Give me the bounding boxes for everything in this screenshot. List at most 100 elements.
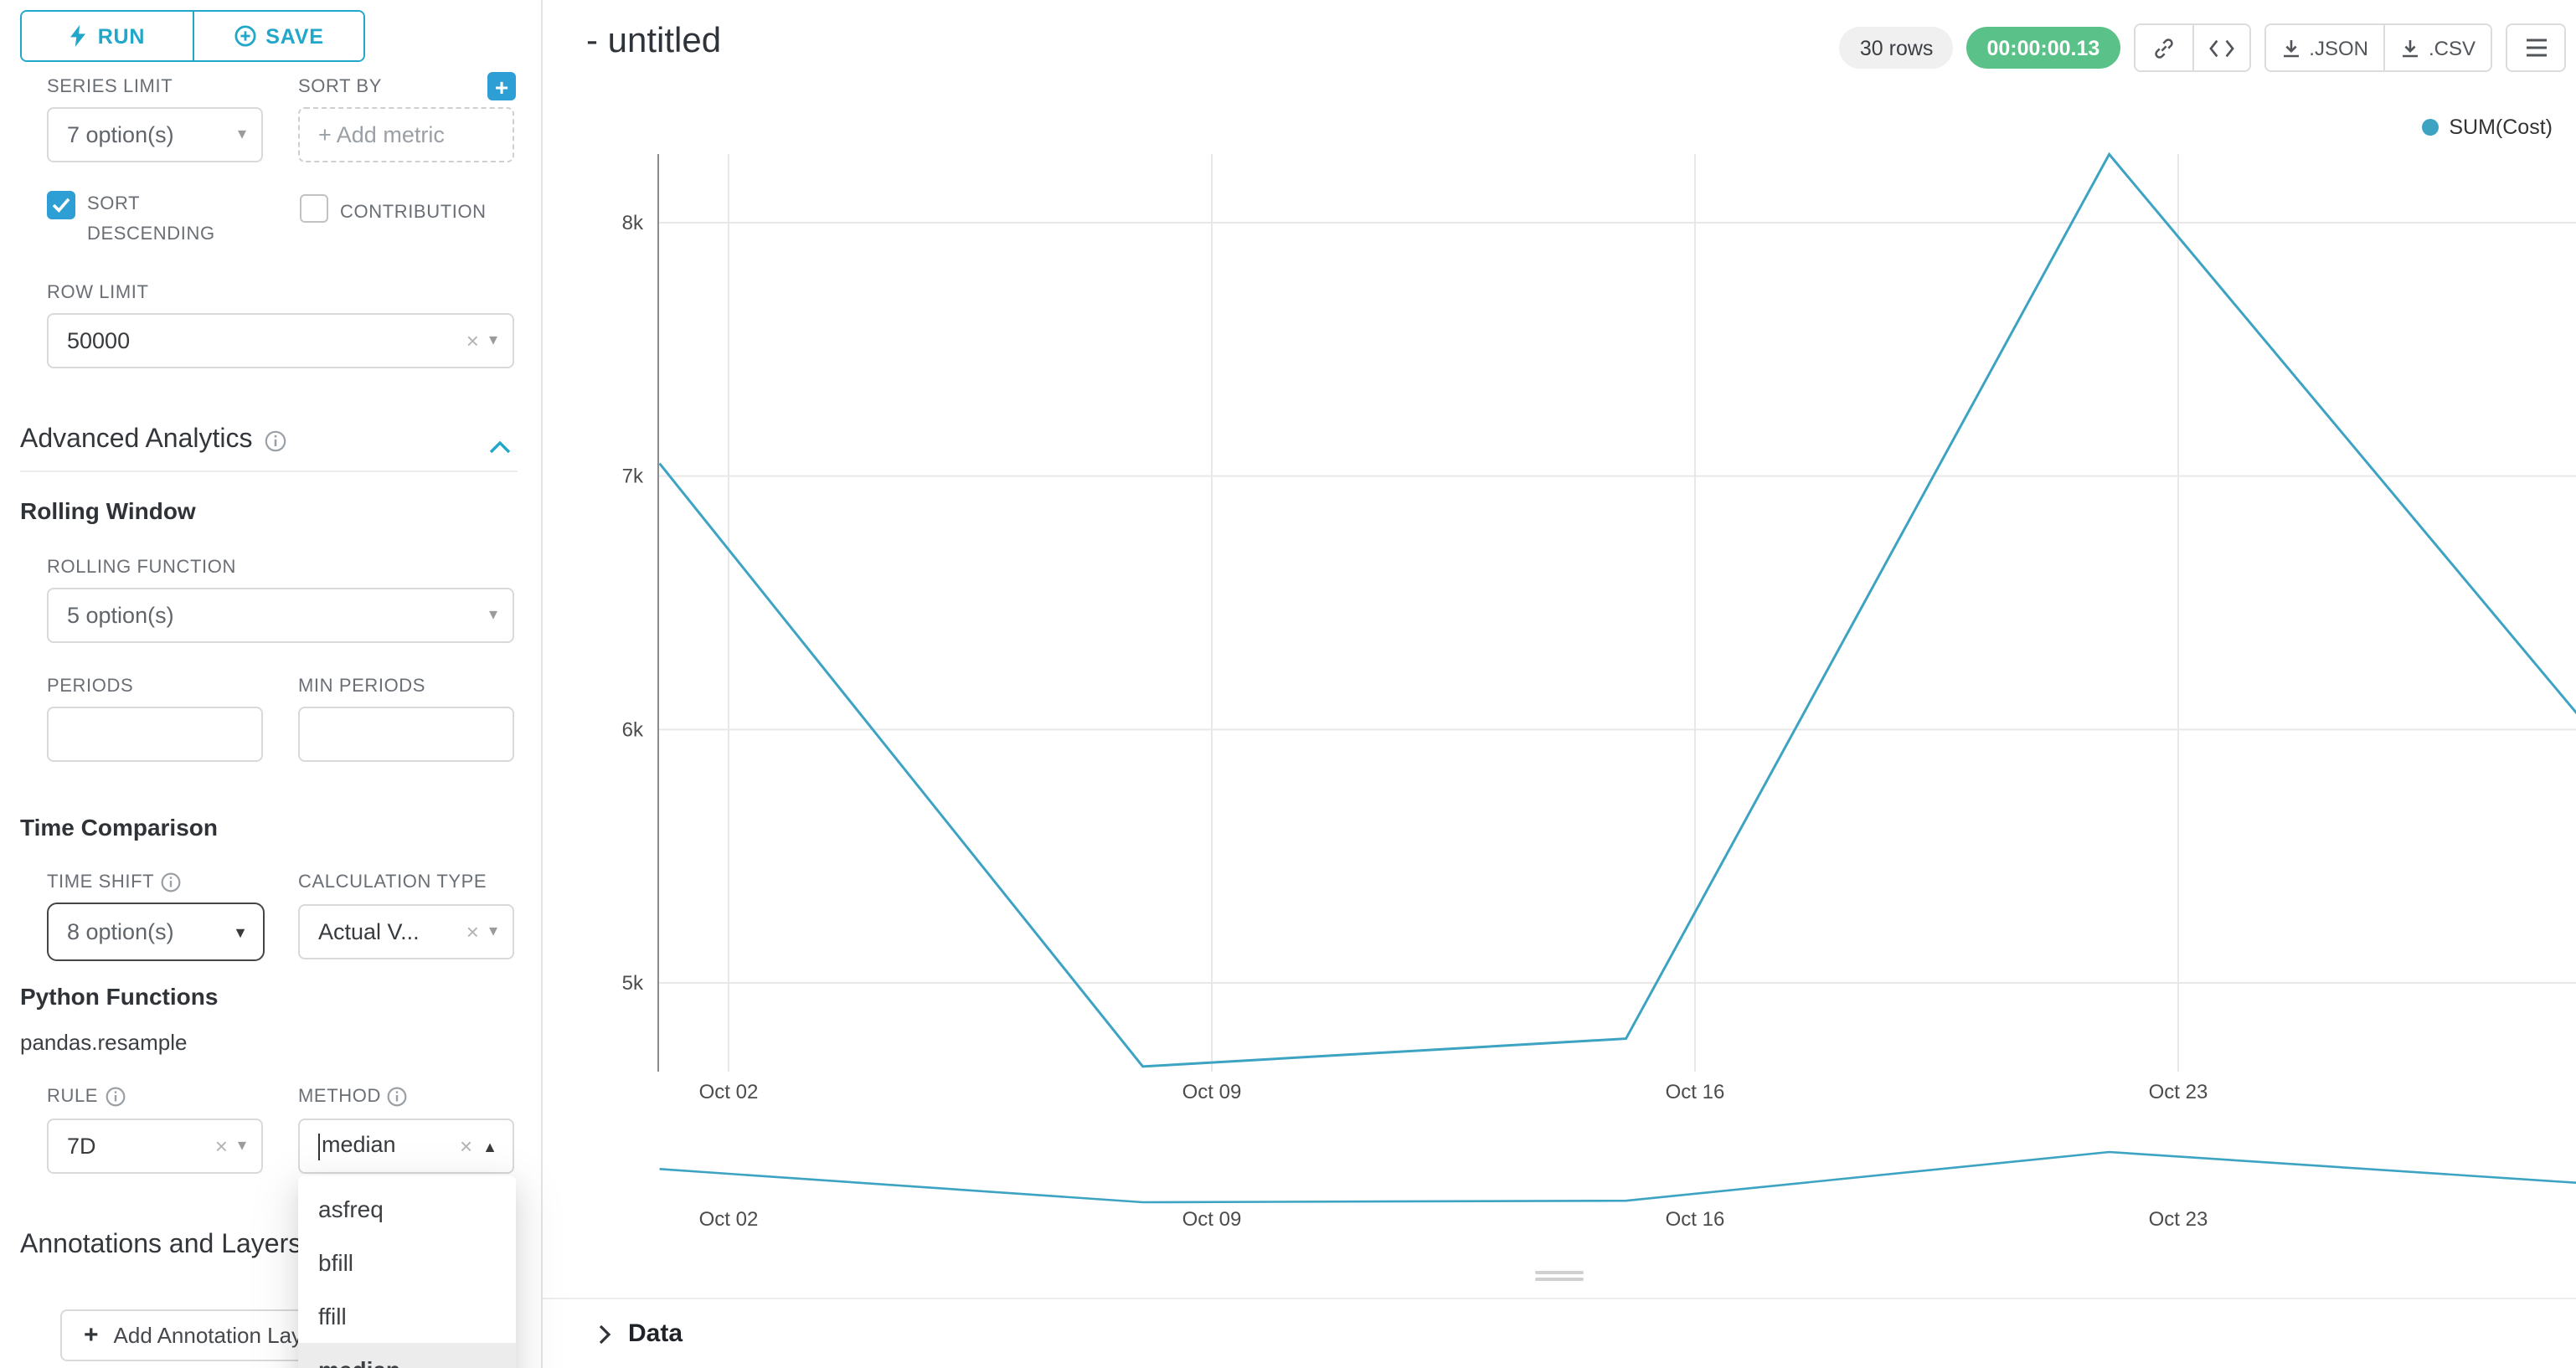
svg-text:Oct 09: Oct 09 (1182, 1208, 1242, 1231)
export-json-button[interactable]: .JSON (2265, 25, 2383, 70)
run-button-label: RUN (97, 24, 146, 48)
export-csv-button[interactable]: .CSV (2383, 25, 2491, 70)
panel-resize-handle[interactable] (1528, 1268, 1590, 1284)
chevron-down-icon: ▾ (488, 923, 497, 941)
rolling-function-label: ROLLING FUNCTION (47, 558, 236, 578)
text-cursor (318, 1133, 320, 1160)
calculation-type-label: CALCULATION TYPE (298, 872, 487, 892)
contribution-label: CONTRIBUTION (340, 203, 487, 223)
menu-item-ffill[interactable]: ffill (318, 1303, 347, 1329)
svg-text:Oct 16: Oct 16 (1666, 1081, 1725, 1103)
svg-text:Oct 23: Oct 23 (2149, 1081, 2208, 1103)
save-button[interactable]: SAVE (193, 12, 363, 60)
chevron-down-icon: ▼ (233, 923, 248, 940)
check-icon (52, 198, 70, 213)
export-json-label: .JSON (2309, 36, 2368, 59)
method-label: METHOD (298, 1087, 408, 1107)
rule-select[interactable]: 7D × ▾ (47, 1119, 263, 1174)
data-panel-title: Data (628, 1319, 683, 1348)
rolling-function-select[interactable]: 5 option(s) ▾ (47, 588, 514, 643)
svg-text:Oct 09: Oct 09 (1182, 1081, 1242, 1103)
section-divider (20, 471, 518, 472)
calculation-type-select[interactable]: Actual V... × ▾ (298, 904, 514, 959)
menu-button-group (2506, 23, 2566, 72)
svg-text:8k: 8k (622, 212, 644, 234)
svg-text:6k: 6k (622, 718, 644, 741)
series-limit-label: SERIES LIMIT (47, 77, 173, 97)
query-timer-badge: 00:00:00.13 (1966, 27, 2120, 69)
chevron-down-icon: ▾ (488, 332, 497, 350)
menu-item-asfreq[interactable]: asfreq (318, 1196, 384, 1222)
run-button[interactable]: RUN (22, 12, 193, 60)
chart-panel: - untitled 30 rows 00:00:00.13 .JSON (543, 0, 2576, 1368)
info-icon (161, 872, 181, 892)
embed-code-button[interactable] (2192, 25, 2249, 70)
chart-header-actions: 30 rows 00:00:00.13 .JSON .CSV (1839, 23, 2566, 72)
annotations-title: Annotations and Layers (20, 1231, 302, 1259)
line-chart[interactable]: 5k 6k 7k 8k Oct 02 Oct 09 Oct 16 Oct 23 Oct 02 Oc… (543, 0, 2576, 1247)
method-value: median (318, 1133, 448, 1160)
method-combobox[interactable]: median × ▲ (298, 1119, 514, 1174)
export-csv-label: .CSV (2428, 36, 2476, 59)
chevron-down-icon: ▾ (488, 606, 497, 625)
link-icon (2154, 38, 2172, 58)
time-shift-value: 8 option(s) (67, 919, 174, 944)
menu-item-bfill[interactable]: bfill (318, 1249, 354, 1276)
contribution-checkbox[interactable] (300, 194, 328, 223)
info-icon (105, 1087, 125, 1107)
lightning-icon (70, 25, 86, 47)
control-panel: RUN SAVE SERIES LIMIT SORT BY + 7 option… (0, 0, 543, 1368)
export-button-group: .JSON .CSV (2264, 23, 2492, 72)
legend-item-sum-cost[interactable]: SUM(Cost) (2422, 116, 2553, 139)
row-limit-label: ROW LIMIT (47, 283, 149, 303)
sort-descending-checkbox[interactable] (47, 191, 75, 219)
sort-by-placeholder: + Add metric (318, 122, 445, 147)
clear-icon[interactable]: × (214, 1134, 228, 1159)
legend-dot (2422, 119, 2439, 136)
svg-text:Oct 16: Oct 16 (1666, 1208, 1725, 1231)
svg-text:Oct 02: Oct 02 (699, 1081, 759, 1103)
sort-by-metric-input[interactable]: + Add metric (298, 107, 514, 162)
rule-label: RULE (47, 1087, 125, 1107)
chevron-down-icon: ▾ (237, 126, 246, 144)
periods-label: PERIODS (47, 676, 134, 697)
min-periods-input[interactable] (298, 707, 514, 762)
share-button-group (2133, 23, 2251, 72)
plus-icon: + (84, 1321, 99, 1350)
series-limit-value: 7 option(s) (67, 122, 174, 147)
copy-link-button[interactable] (2135, 25, 2192, 70)
sort-descending-label: SORT DESCENDING (87, 194, 215, 244)
add-metric-button[interactable]: + (487, 72, 516, 100)
info-icon (388, 1087, 408, 1107)
calculation-type-value: Actual V... (318, 919, 420, 944)
download-icon (2283, 39, 2299, 57)
download-icon (2402, 39, 2418, 57)
svg-text:5k: 5k (622, 972, 644, 995)
advanced-analytics-header[interactable]: Advanced Analytics (20, 425, 286, 455)
chevron-up-icon (489, 440, 511, 454)
menu-item-median[interactable]: median (298, 1343, 516, 1368)
row-count-badge: 30 rows (1839, 27, 1954, 69)
svg-text:Oct 23: Oct 23 (2149, 1208, 2208, 1231)
row-limit-value: 50000 (67, 328, 131, 353)
collapse-section-button[interactable] (489, 432, 511, 462)
data-panel-toggle[interactable]: Data (598, 1319, 2576, 1348)
advanced-analytics-title: Advanced Analytics (20, 425, 253, 454)
min-periods-label: MIN PERIODS (298, 676, 426, 697)
rule-value: 7D (67, 1134, 96, 1159)
clear-icon[interactable]: × (466, 328, 479, 353)
add-annotation-label: Add Annotation Layer (113, 1323, 322, 1348)
chevron-up-icon: ▲ (482, 1138, 497, 1155)
time-shift-select[interactable]: 8 option(s) ▼ (47, 903, 265, 961)
code-icon (2208, 39, 2234, 57)
row-limit-select[interactable]: 50000 × ▾ (47, 313, 514, 368)
rolling-window-title: Rolling Window (20, 497, 196, 524)
clear-icon[interactable]: × (466, 919, 479, 944)
chart-menu-button[interactable] (2507, 25, 2564, 70)
run-save-button-group: RUN SAVE (20, 10, 365, 62)
chevron-down-icon: ▾ (237, 1137, 246, 1155)
series-limit-select[interactable]: 7 option(s) ▾ (47, 107, 263, 162)
clear-icon[interactable]: × (459, 1134, 473, 1159)
periods-input[interactable] (47, 707, 263, 762)
